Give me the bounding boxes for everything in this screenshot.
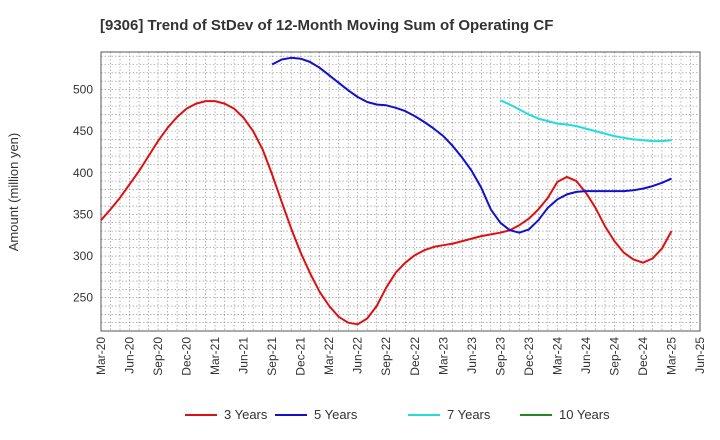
x-tick-label: Dec-20 xyxy=(180,337,194,376)
y-tick-label: 400 xyxy=(73,166,93,180)
x-tick-label: Dec-21 xyxy=(294,337,308,376)
x-tick-label: Jun-24 xyxy=(579,337,593,374)
series-line xyxy=(499,99,672,143)
x-tick-label: Sep-22 xyxy=(379,337,393,376)
chart-title: [9306] Trend of StDev of 12-Month Moving… xyxy=(100,17,553,34)
legend-label: 10 Years xyxy=(559,407,610,422)
x-tick-label: Mar-23 xyxy=(436,337,450,375)
legend-label: 5 Years xyxy=(314,407,358,422)
y-tick-labels: 250 300 350 400 450 500 xyxy=(73,82,93,304)
x-tick-label: Jun-20 xyxy=(123,337,137,374)
x-tick-label: Dec-22 xyxy=(408,337,422,376)
series-line xyxy=(271,56,672,234)
x-tick-label: Jun-25 xyxy=(693,337,707,374)
series-lines xyxy=(100,56,673,326)
x-tick-label: Mar-25 xyxy=(664,337,678,375)
x-tick-label: Sep-23 xyxy=(493,337,507,376)
y-tick-label: 250 xyxy=(73,291,93,305)
x-tick-label: Dec-23 xyxy=(522,337,536,376)
legend-label: 3 Years xyxy=(224,407,268,422)
x-tick-label: Sep-20 xyxy=(151,337,165,376)
grid xyxy=(100,52,701,331)
legend: 3 Years 5 Years 7 Years 10 Years xyxy=(185,407,610,422)
y-tick-label: 300 xyxy=(73,249,93,263)
x-tick-label: Jun-22 xyxy=(351,337,365,374)
y-axis-label: Amount (million yen) xyxy=(6,133,21,252)
x-tick-label: Dec-24 xyxy=(636,337,650,376)
x-tick-label: Mar-21 xyxy=(208,337,222,375)
x-tick-label: Mar-22 xyxy=(322,337,336,375)
x-tick-label: Jun-23 xyxy=(465,337,479,374)
legend-label: 7 Years xyxy=(447,407,491,422)
x-tick-label: Sep-24 xyxy=(607,337,621,376)
x-tick-label: Sep-21 xyxy=(265,337,279,376)
y-tick-label: 500 xyxy=(73,82,93,96)
x-tick-label: Mar-20 xyxy=(94,337,108,375)
x-tick-labels: Mar-20 Jun-20 Sep-20 Dec-20 Mar-21 Jun-21 Sep-… xyxy=(94,337,707,376)
y-tick-label: 350 xyxy=(73,207,93,221)
x-tick-label: Jun-21 xyxy=(237,337,251,374)
plot-frame xyxy=(100,51,701,332)
y-tick-label: 450 xyxy=(73,124,93,138)
x-tick-label: Mar-24 xyxy=(550,337,564,375)
series-line xyxy=(100,100,673,326)
